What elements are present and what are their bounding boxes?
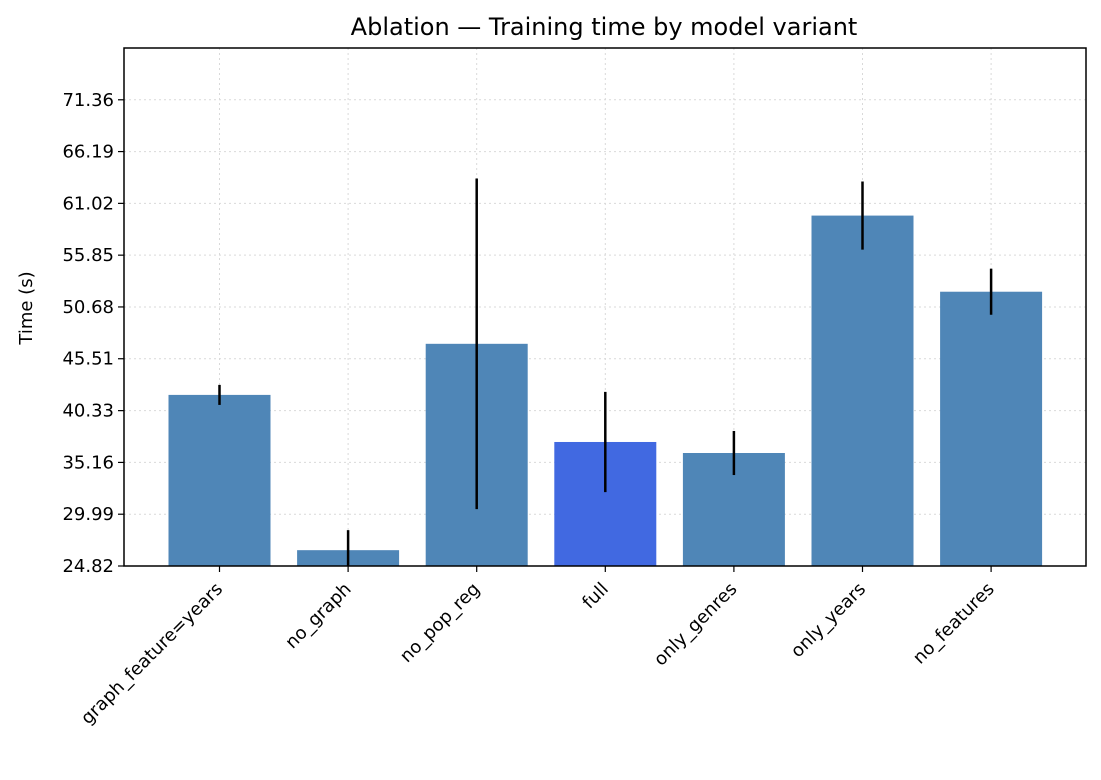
- y-tick-label: 40.33: [62, 401, 114, 422]
- bar-graph-feature-years: [168, 394, 271, 566]
- y-tick-label: 24.82: [62, 556, 114, 577]
- y-tick-label: 50.68: [62, 297, 114, 318]
- x-tick-label: no_pop_reg: [396, 579, 484, 667]
- y-tick-label: 61.02: [62, 193, 114, 214]
- y-tick-label: 45.51: [62, 349, 114, 370]
- y-axis-label: Time (s): [16, 271, 37, 345]
- error-bars: [218, 178, 993, 566]
- bar-only-years: [811, 215, 914, 566]
- y-tick-label: 35.16: [62, 452, 114, 473]
- bar-no-features: [940, 291, 1043, 566]
- x-tick-label: no_graph: [281, 579, 355, 653]
- chart-title: Ablation — Training time by model varian…: [351, 13, 858, 41]
- x-tick-label: no_features: [909, 579, 999, 669]
- y-axis-ticks: 24.82 29.99 35.16 40.33 45.51 50.68 55.85 61.02…: [62, 90, 124, 577]
- x-tick-label: full: [578, 579, 612, 613]
- x-tick-label: graph_feature=years: [77, 579, 227, 729]
- x-axis-ticks: graph_feature=years no_graph no_pop_reg ful…: [77, 566, 999, 729]
- bars: [168, 215, 1043, 566]
- x-tick-label: only_years: [787, 579, 870, 662]
- x-tick-label: only_genres: [650, 579, 742, 671]
- y-tick-label: 55.85: [62, 245, 114, 266]
- y-tick-label: 71.36: [62, 90, 114, 111]
- y-tick-label: 66.19: [62, 142, 114, 163]
- y-tick-label: 29.99: [62, 504, 114, 525]
